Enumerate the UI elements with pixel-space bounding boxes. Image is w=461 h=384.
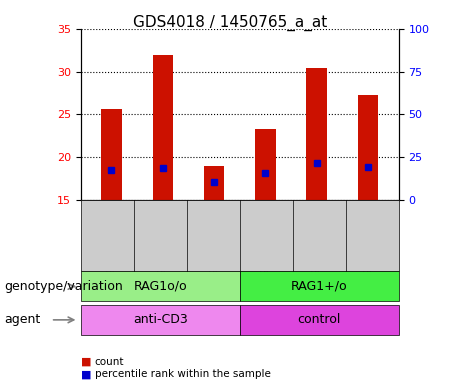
Text: percentile rank within the sample: percentile rank within the sample bbox=[95, 369, 271, 379]
Text: genotype/variation: genotype/variation bbox=[5, 280, 124, 293]
Bar bbox=[255, 129, 276, 200]
Text: GDS4018 / 1450765_a_at: GDS4018 / 1450765_a_at bbox=[133, 15, 328, 31]
Text: count: count bbox=[95, 357, 124, 367]
Text: control: control bbox=[297, 313, 341, 326]
Text: ■: ■ bbox=[81, 357, 91, 367]
Text: ■: ■ bbox=[81, 369, 91, 379]
Text: RAG1+/o: RAG1+/o bbox=[291, 280, 348, 293]
Bar bbox=[204, 166, 225, 200]
Bar bbox=[101, 109, 122, 200]
Bar bbox=[358, 94, 378, 200]
Text: anti-CD3: anti-CD3 bbox=[133, 313, 188, 326]
Text: RAG1o/o: RAG1o/o bbox=[133, 280, 187, 293]
Text: agent: agent bbox=[5, 313, 41, 326]
Bar bbox=[307, 68, 327, 200]
Bar bbox=[153, 55, 173, 200]
